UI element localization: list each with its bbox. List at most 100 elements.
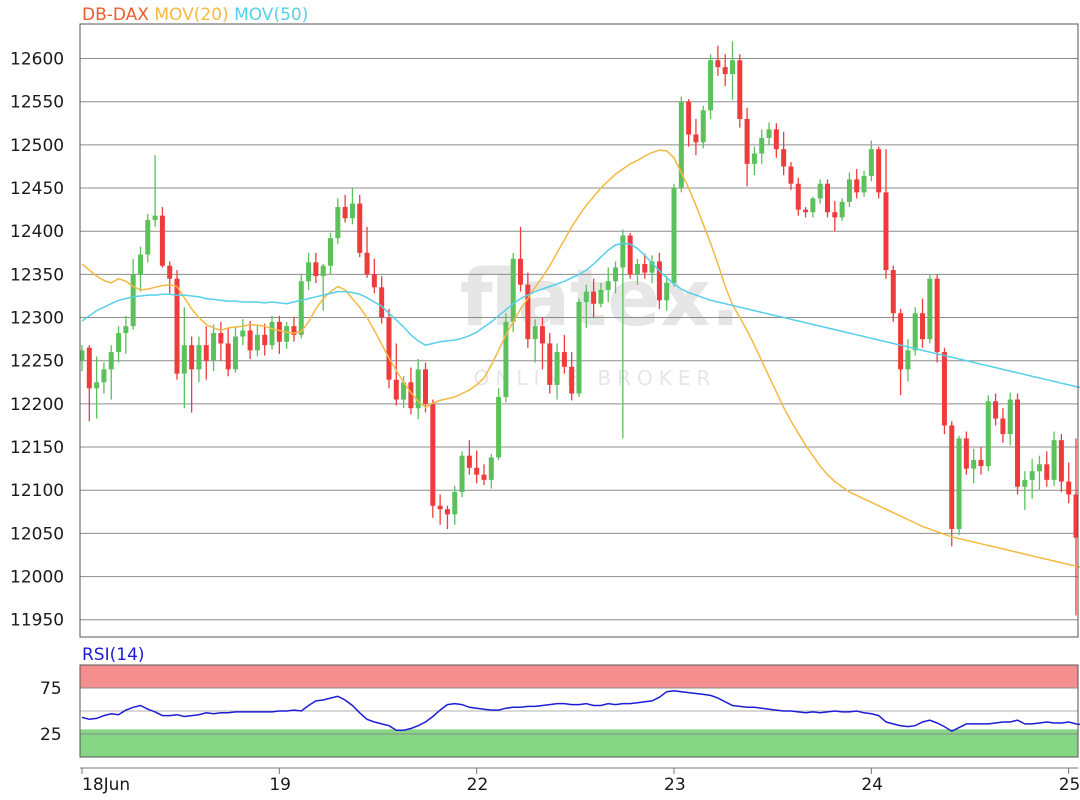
- candle-body: [393, 379, 399, 400]
- candle-body: [781, 149, 787, 167]
- candle-body: [152, 215, 158, 220]
- candle-body: [985, 401, 991, 467]
- candle-body: [920, 313, 926, 340]
- time-tick-label: 25: [1059, 775, 1080, 795]
- candle-body: [978, 460, 984, 467]
- candle-body: [444, 509, 450, 515]
- price-tick-label: 12450: [10, 179, 64, 199]
- candle-body: [744, 118, 750, 164]
- candle-body: [766, 129, 772, 138]
- candle-body: [729, 60, 735, 75]
- candle-body: [518, 258, 524, 285]
- candle-body: [759, 137, 765, 154]
- rsi-gridlines: [80, 687, 1078, 735]
- candle-body: [627, 235, 633, 275]
- price-tick-label: 12500: [10, 136, 64, 156]
- candle-body: [671, 188, 677, 284]
- candle-body: [664, 283, 670, 301]
- candle-body: [452, 491, 458, 515]
- watermark-tagline: ONLINE BROKER: [474, 366, 717, 390]
- ma20-line: [81, 149, 1080, 568]
- candle-body: [868, 149, 874, 176]
- candle-body: [591, 291, 597, 304]
- candle-body: [569, 366, 575, 394]
- candle-body: [510, 258, 516, 322]
- rsi-panel-frame: [79, 664, 1079, 758]
- candle-body: [1022, 479, 1028, 487]
- candle-body: [620, 235, 626, 268]
- candle-body: [1007, 399, 1013, 435]
- candle-body: [247, 330, 253, 351]
- candle-body: [130, 274, 136, 327]
- candle-body: [174, 278, 180, 374]
- candle-body: [108, 352, 114, 370]
- candle-body: [934, 278, 940, 353]
- candle-body: [159, 215, 165, 266]
- candle-body: [189, 345, 195, 370]
- candle-body: [1073, 494, 1079, 538]
- candle-body: [430, 403, 436, 506]
- candle-body: [488, 457, 494, 480]
- candle-body: [335, 207, 341, 239]
- candle-body: [328, 238, 333, 266]
- rsi-axis-ticks: 75 25: [40, 679, 62, 745]
- candle-body: [876, 149, 882, 193]
- candle-body: [262, 334, 268, 346]
- candlestick-series: [79, 41, 1079, 616]
- candle-body: [298, 281, 304, 335]
- candle-body: [993, 401, 999, 419]
- candle-body: [79, 350, 85, 361]
- candle-body: [423, 369, 429, 404]
- price-tick-label: 12350: [10, 265, 64, 285]
- candle-body: [898, 313, 904, 370]
- candle-body: [1058, 440, 1064, 482]
- candle-body: [598, 289, 604, 304]
- candle-body: [503, 321, 509, 397]
- candle-body: [474, 467, 480, 475]
- candle-body: [225, 343, 231, 370]
- candle-body: [203, 345, 209, 361]
- candle-body: [496, 396, 502, 458]
- time-tick-label: 22: [467, 775, 489, 795]
- price-tick-label: 12300: [10, 309, 64, 329]
- candle-body: [269, 321, 275, 346]
- candle-body: [613, 267, 619, 282]
- candle-body: [927, 278, 933, 340]
- candle-body: [1051, 440, 1057, 480]
- candle-body: [890, 270, 896, 314]
- candle-body: [137, 254, 143, 275]
- candle-body: [459, 455, 465, 492]
- candle-body: [1044, 464, 1050, 480]
- candle-body: [532, 326, 538, 340]
- candle-body: [306, 262, 312, 282]
- candle-body: [408, 382, 414, 409]
- candle-body: [971, 460, 977, 469]
- time-axis: 18Jun 19 22 23 24 25: [80, 767, 1080, 795]
- candle-body: [1036, 464, 1042, 472]
- candle-body: [415, 369, 421, 409]
- candle-body: [466, 455, 472, 468]
- candle-body: [883, 192, 889, 271]
- candle-body: [547, 343, 553, 385]
- price-panel-frame: [79, 23, 1079, 638]
- candle-body: [905, 350, 911, 370]
- price-tick-label: 12150: [10, 438, 64, 458]
- candle-body: [1029, 471, 1035, 480]
- candle-body: [583, 291, 589, 303]
- candle-body: [605, 281, 611, 290]
- candle-body: [678, 101, 684, 189]
- candle-body: [167, 265, 173, 279]
- price-tick-label: 12100: [10, 481, 64, 501]
- candle-body: [554, 352, 560, 385]
- candle-body: [240, 330, 246, 337]
- candle-body: [1066, 481, 1072, 495]
- candle-body: [371, 274, 377, 288]
- legend-symbol-text: DB-DAX: [82, 5, 149, 25]
- candle-body: [941, 352, 947, 426]
- candle-body: [656, 261, 662, 301]
- candle-body: [773, 129, 779, 150]
- candle-body: [700, 110, 706, 143]
- candle-body: [956, 438, 962, 530]
- candle-body: [686, 101, 692, 135]
